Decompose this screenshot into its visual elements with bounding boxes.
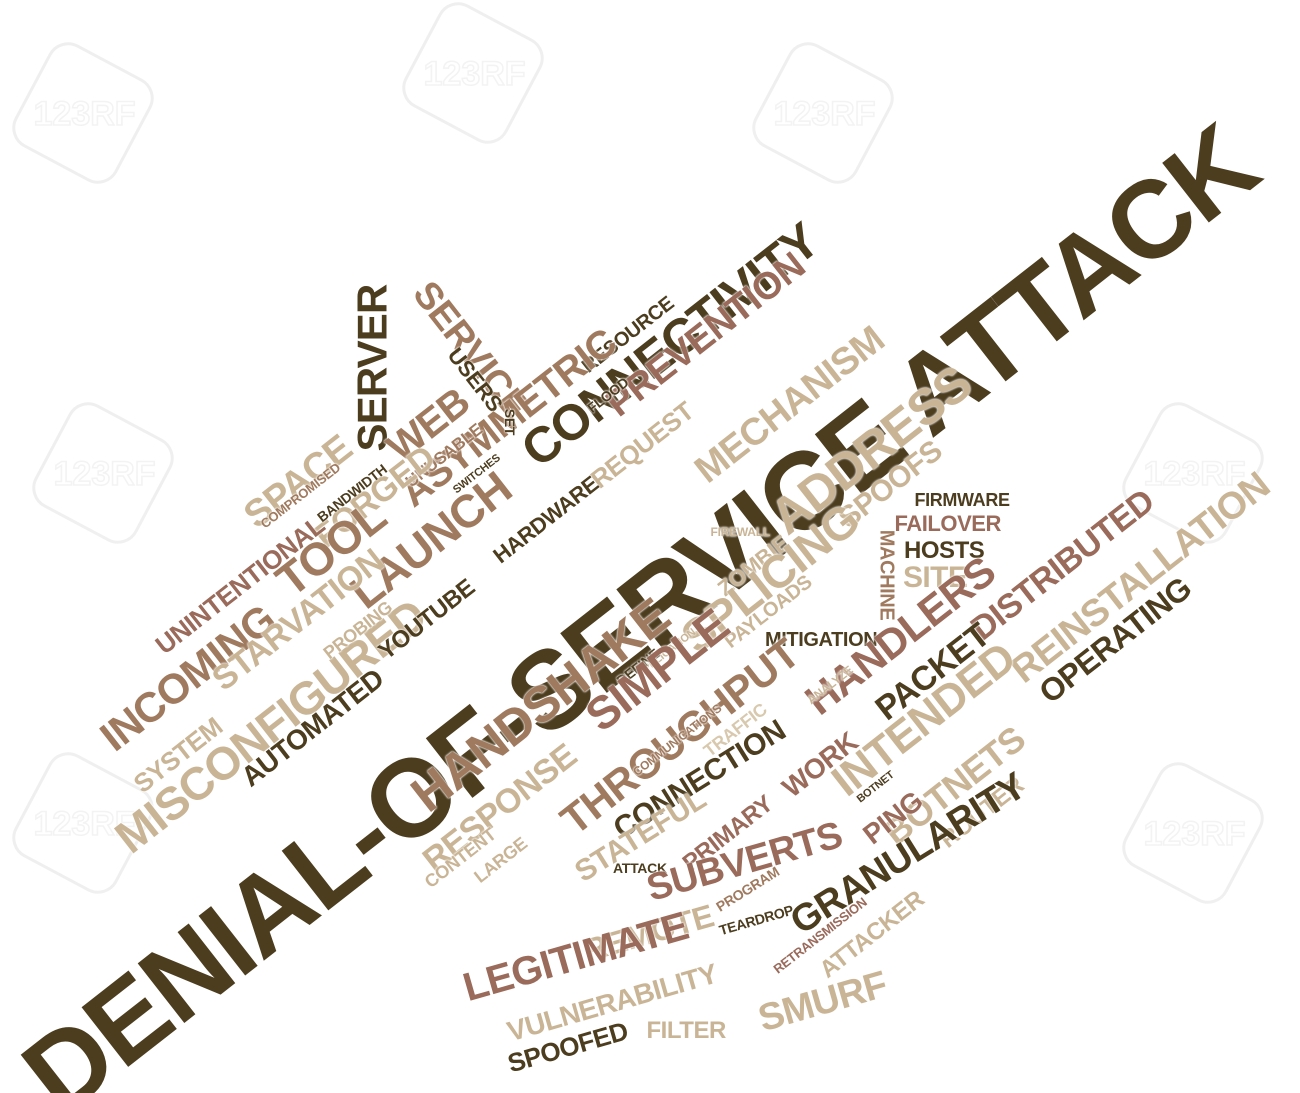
watermark-label: 123RF [423, 54, 527, 94]
word-mitigation: MITIGATION [765, 629, 878, 651]
word-set: SET [502, 408, 519, 436]
watermark-label: 123RF [773, 94, 877, 133]
watermark-label: 123RF [1143, 814, 1247, 854]
word-site: SITE [903, 561, 968, 594]
word-hosts: HOSTS [904, 537, 985, 564]
word-failover: FAILOVER [894, 511, 1002, 536]
word-firmware: FIRMWARE [914, 490, 1010, 510]
word-attack: ATTACK [613, 860, 667, 876]
watermark-label: 123RF [33, 94, 137, 133]
watermark-badge: 123RF [24, 394, 182, 552]
watermark-badge: 123RF [1114, 754, 1272, 912]
watermark-badge: 123RF [394, 0, 552, 152]
word-smurf: SMURF [753, 963, 892, 1041]
watermark-badge: 123RF [744, 34, 902, 192]
watermark-label: 123RF [53, 454, 157, 494]
word-firewall: FIREWALL [710, 525, 771, 539]
word-machine: MACHINE [874, 529, 897, 621]
word-server: SERVER [347, 284, 395, 452]
watermark-badge: 123RF [4, 34, 162, 192]
word-filter: FILTER [646, 1017, 727, 1044]
